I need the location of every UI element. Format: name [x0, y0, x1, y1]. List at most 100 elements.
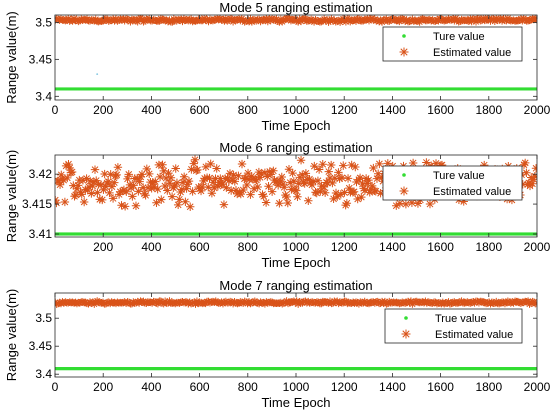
estimated-value-point [345, 183, 354, 193]
x-tick-label: 200 [93, 380, 113, 394]
estimated-value-point [187, 299, 195, 308]
estimated-value-point [123, 174, 132, 184]
estimated-value-point [151, 177, 160, 186]
estimated-value-point [219, 200, 229, 209]
legend-marker-true-value [404, 316, 408, 320]
estimated-value-point [116, 187, 125, 196]
legend-label-estimated-value: Estimated value [433, 186, 511, 198]
estimated-value-point [206, 298, 214, 307]
estimated-value-point [437, 160, 447, 170]
estimated-value-point [288, 298, 297, 306]
estimated-value-point [282, 297, 291, 305]
estimated-value-point [372, 174, 382, 183]
estimated-value-point [133, 17, 142, 26]
legend-marker-estimated-value [401, 329, 411, 339]
estimated-value-point [239, 185, 248, 195]
estimated-value-point [173, 200, 183, 210]
data-layer [55, 297, 537, 371]
estimated-value-point [240, 297, 249, 306]
estimated-value-point [104, 177, 113, 186]
estimated-value-point [128, 192, 137, 201]
estimated-value-point [60, 197, 70, 207]
estimated-value-point [79, 197, 89, 207]
estimated-value-point [223, 173, 232, 183]
estimated-value-point [381, 297, 389, 306]
estimated-value-point [292, 297, 301, 306]
estimated-value-point [159, 299, 168, 308]
estimated-value-point [493, 16, 502, 24]
estimated-value-point [196, 186, 206, 196]
estimated-value-point [283, 198, 293, 208]
estimated-value-point [83, 185, 92, 195]
estimated-value-point [129, 181, 138, 190]
estimated-value-point [177, 185, 186, 194]
estimated-value-point [431, 159, 441, 168]
estimated-value-point [242, 180, 252, 190]
estimated-value-point [296, 155, 306, 165]
series-true-value [55, 87, 537, 91]
estimated-value-point [200, 174, 209, 183]
estimated-value-point [188, 299, 197, 307]
estimated-value-point [222, 15, 230, 23]
estimated-value-point [353, 194, 362, 204]
estimated-value-point [373, 169, 383, 178]
estimated-value-point [447, 15, 456, 24]
estimated-value-point [227, 15, 236, 24]
estimated-value-point [72, 184, 82, 193]
x-axis-label: Time Epoch [262, 255, 331, 270]
estimated-value-point [407, 297, 415, 305]
estimated-value-point [528, 179, 537, 188]
estimated-value-point [265, 167, 274, 176]
estimated-value-point [531, 164, 537, 173]
estimated-value-point [176, 187, 185, 197]
x-tick-label: 400 [141, 240, 161, 254]
estimated-value-point [292, 186, 301, 195]
estimated-value-point [304, 196, 313, 205]
estimated-value-point [237, 298, 246, 307]
estimated-value-point [152, 198, 161, 208]
estimated-value-point [347, 160, 356, 170]
estimated-value-point [231, 185, 241, 195]
estimated-value-point [88, 181, 97, 191]
estimated-value-point [367, 181, 377, 191]
estimated-value-point [98, 195, 107, 205]
estimated-value-point [277, 172, 286, 182]
true-value-point [534, 87, 537, 91]
estimated-value-point [213, 181, 223, 191]
estimated-value-point [57, 170, 66, 180]
estimated-value-point [342, 199, 352, 208]
estimated-value-point [336, 298, 344, 306]
estimated-value-point [112, 170, 121, 180]
estimated-value-point [288, 168, 297, 178]
estimated-value-point [146, 298, 155, 307]
estimated-value-point [187, 165, 196, 174]
estimated-value-point [383, 159, 393, 168]
x-tick-label: 0 [52, 103, 59, 117]
estimated-value-point [155, 17, 164, 25]
x-tick-label: 600 [190, 103, 210, 117]
estimated-value-point [161, 173, 171, 183]
x-tick-label: 1000 [283, 380, 310, 394]
series-true-value [55, 232, 537, 236]
estimated-value-point [312, 188, 321, 198]
estimated-value-point [76, 188, 85, 197]
estimated-value-point [401, 299, 409, 307]
estimated-value-point [139, 183, 148, 192]
x-tick-label: 400 [141, 103, 161, 117]
estimated-value-point [188, 187, 197, 196]
estimated-value-point [259, 192, 268, 201]
estimated-value-point [408, 158, 418, 168]
estimated-value-point [204, 182, 213, 192]
estimated-value-point [294, 300, 302, 308]
estimated-value-point [253, 182, 262, 192]
y-tick-label: 3.45 [29, 339, 53, 353]
estimated-value-point [206, 15, 214, 24]
estimated-value-point [355, 173, 365, 183]
estimated-value-point [282, 192, 291, 202]
estimated-value-point [331, 188, 341, 198]
y-tick-label: 3.415 [22, 197, 52, 211]
estimated-value-point [117, 201, 126, 210]
estimated-value-point [61, 161, 71, 171]
estimated-value-point [253, 299, 262, 307]
estimated-value-point [59, 175, 68, 185]
